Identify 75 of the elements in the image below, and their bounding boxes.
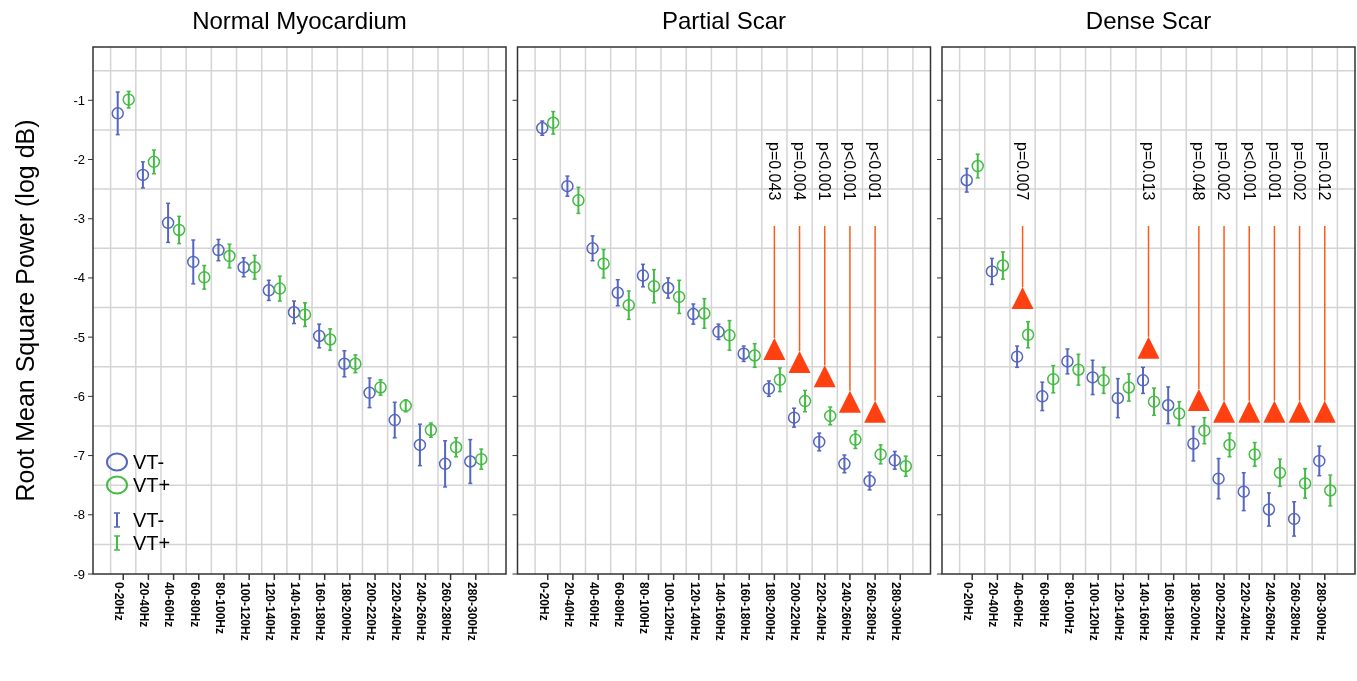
- x-tick-label: 260-280Hz: [863, 582, 878, 641]
- annotation: p=0.002: [1291, 142, 1308, 201]
- x-tick-label: 100-120Hz: [237, 582, 252, 641]
- x-tick-label: 220-240Hz: [389, 582, 404, 641]
- x-tick-label: 0-20Hz: [961, 582, 976, 621]
- x-tick-label: 140-160Hz: [288, 582, 303, 641]
- x-tick-label: 100-120Hz: [662, 582, 677, 641]
- y-tick-label: -8: [73, 507, 85, 523]
- x-tick-label: 120-140Hz: [1112, 582, 1127, 641]
- x-tick-label: 20-40Hz: [986, 582, 1001, 628]
- text: VT-: [133, 509, 165, 531]
- x-tick-label: 180-200Hz: [763, 582, 778, 641]
- x-tick-label: 280-300Hz: [1313, 582, 1328, 641]
- x-tick-label: 280-300Hz: [889, 582, 904, 641]
- x-tick-label: 160-180Hz: [1162, 582, 1177, 641]
- x-tick-label: 200-220Hz: [1212, 582, 1227, 641]
- annotation: p=0.007: [1013, 142, 1031, 201]
- y-tick-label: -6: [73, 388, 85, 404]
- x-tick-label: 80-100Hz: [637, 582, 652, 635]
- y-tick-label: -5: [73, 329, 85, 345]
- y-tick-label: -2: [73, 152, 85, 168]
- legend-label: VT+: [133, 474, 171, 496]
- annotation: p=0.001: [1265, 142, 1283, 201]
- annotation: p=0.002: [1215, 142, 1233, 201]
- annotation: p<0.001: [1240, 142, 1258, 201]
- annotation: p=0.043: [765, 142, 783, 201]
- x-tick-label: 180-200Hz: [1187, 582, 1202, 641]
- x-tick-label: 80-100Hz: [212, 582, 227, 635]
- chart-title: Normal Myocardium: [192, 7, 407, 34]
- x-tick-label: 40-60Hz: [1011, 582, 1026, 628]
- annotation: p<0.001: [866, 142, 884, 201]
- x-tick-label: 240-260Hz: [838, 582, 853, 641]
- y-axis-title: Root Mean Square Power (log dB): [11, 119, 39, 502]
- x-tick-label: 280-300Hz: [464, 582, 479, 641]
- annotation: p<0.001: [816, 142, 834, 201]
- x-tick-label: 140-160Hz: [712, 582, 727, 641]
- y-tick-label: -4: [73, 270, 85, 286]
- x-tick-label: 60-80Hz: [612, 582, 627, 628]
- x-tick-label: 40-60Hz: [162, 582, 177, 628]
- x-tick-label: 180-200Hz: [338, 582, 353, 641]
- x-tick-label: 220-240Hz: [1238, 582, 1253, 641]
- y-tick-label: -1: [73, 92, 85, 108]
- x-tick-label: 40-60Hz: [586, 582, 601, 628]
- annotation: p=0.048: [1190, 142, 1208, 201]
- chart-title: Partial Scar: [661, 7, 787, 34]
- y-tick-label: -9: [73, 566, 85, 582]
- x-tick-label: 260-280Hz: [1288, 582, 1303, 641]
- x-tick-label: 20-40Hz: [561, 582, 576, 628]
- x-tick-label: 60-80Hz: [1036, 582, 1051, 628]
- x-tick-label: 240-260Hz: [1263, 582, 1278, 641]
- annotation: p<0.001: [841, 142, 859, 201]
- x-tick-label: 60-80Hz: [187, 582, 202, 628]
- x-tick-label: 0-20Hz: [536, 582, 551, 621]
- x-tick-label: 200-220Hz: [363, 582, 378, 641]
- x-tick-label: 160-180Hz: [737, 582, 752, 641]
- annotation: p=0.004: [790, 142, 808, 201]
- x-tick-label: 100-120Hz: [1086, 582, 1101, 641]
- x-tick-label: 220-240Hz: [813, 582, 828, 641]
- x-tick-label: 200-220Hz: [788, 582, 803, 641]
- x-tick-label: 20-40Hz: [137, 582, 152, 628]
- text: VT+: [133, 532, 171, 554]
- x-tick-label: 120-140Hz: [263, 582, 278, 641]
- x-tick-label: 260-280Hz: [439, 582, 454, 641]
- x-tick-label: 80-100Hz: [1061, 582, 1076, 635]
- annotation: p=0.013: [1139, 142, 1157, 201]
- y-tick-label: -3: [73, 211, 85, 227]
- chart-title: Dense Scar: [1085, 7, 1212, 34]
- x-tick-label: 160-180Hz: [313, 582, 328, 641]
- x-tick-label: 120-140Hz: [687, 582, 702, 641]
- annotation: p=0.012: [1316, 142, 1334, 201]
- y-tick-label: -7: [73, 448, 85, 464]
- x-tick-label: 0-20Hz: [112, 582, 127, 621]
- x-tick-label: 140-160Hz: [1137, 582, 1152, 641]
- legend-label: VT-: [133, 451, 165, 473]
- x-tick-label: 240-260Hz: [414, 582, 429, 641]
